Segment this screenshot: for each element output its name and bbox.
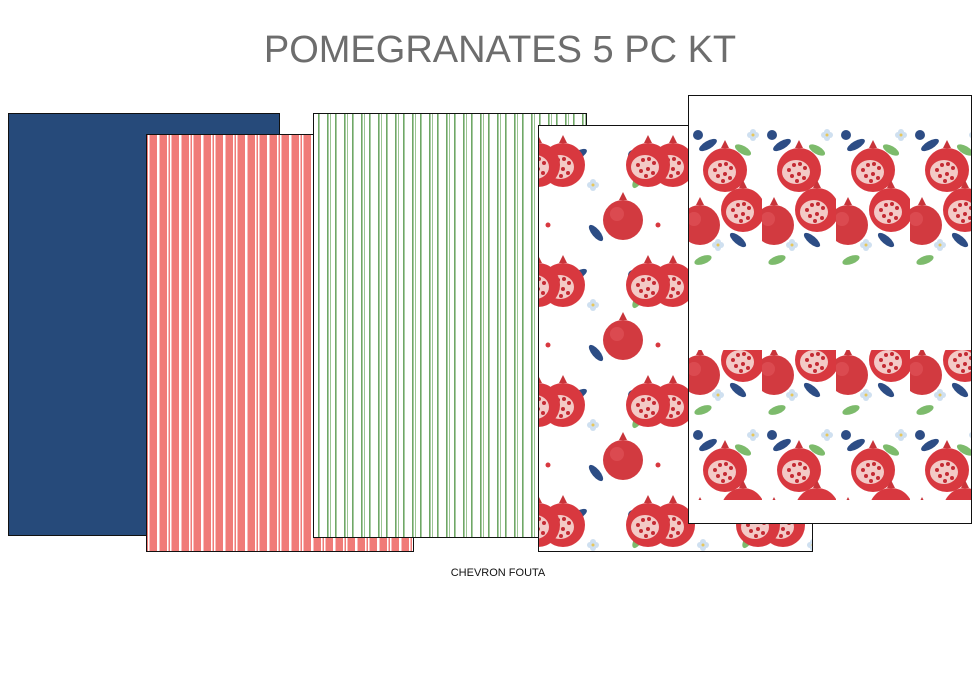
caption: CHEVRON FOUTA: [451, 567, 546, 579]
pomegranate-border-towel: [688, 95, 972, 524]
title: POMEGRANATES 5 PC KT: [264, 29, 736, 71]
